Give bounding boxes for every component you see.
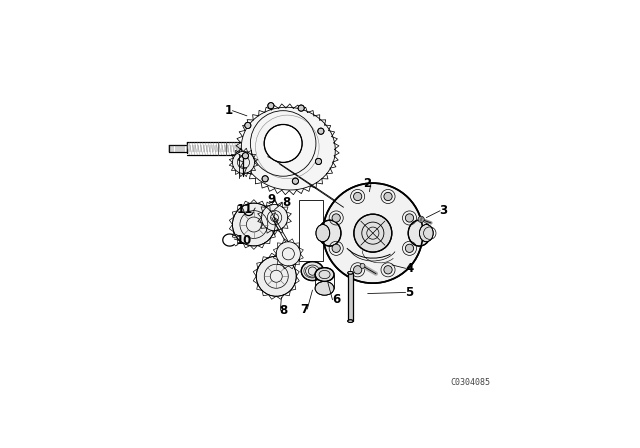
- Circle shape: [354, 214, 392, 252]
- Text: 6: 6: [332, 293, 340, 306]
- Circle shape: [353, 192, 362, 201]
- Ellipse shape: [348, 271, 353, 274]
- Ellipse shape: [419, 224, 433, 242]
- Ellipse shape: [241, 107, 335, 190]
- Circle shape: [262, 176, 268, 182]
- Ellipse shape: [408, 220, 431, 246]
- Text: 2: 2: [364, 177, 372, 190]
- Text: 11: 11: [236, 203, 253, 216]
- Text: 4: 4: [405, 262, 413, 275]
- Text: 8: 8: [282, 196, 290, 209]
- Circle shape: [243, 153, 248, 159]
- Ellipse shape: [315, 267, 334, 281]
- Circle shape: [405, 214, 413, 222]
- Circle shape: [232, 203, 275, 246]
- Circle shape: [318, 128, 324, 134]
- Circle shape: [332, 244, 340, 253]
- Bar: [348, 273, 353, 321]
- Circle shape: [256, 256, 296, 296]
- Text: 7: 7: [300, 302, 308, 315]
- Circle shape: [405, 244, 413, 253]
- Circle shape: [268, 103, 274, 109]
- Text: 10: 10: [236, 234, 252, 247]
- Text: 3: 3: [440, 204, 447, 217]
- Circle shape: [244, 122, 251, 129]
- Circle shape: [276, 242, 300, 266]
- Text: 5: 5: [405, 286, 413, 299]
- Ellipse shape: [315, 281, 334, 295]
- Circle shape: [360, 263, 365, 268]
- Text: 8: 8: [280, 304, 288, 317]
- Circle shape: [323, 183, 423, 283]
- Text: 1: 1: [225, 104, 233, 117]
- Ellipse shape: [348, 320, 353, 323]
- Text: C0304085: C0304085: [450, 378, 490, 387]
- Text: 9: 9: [268, 193, 276, 206]
- Circle shape: [316, 158, 322, 164]
- Bar: [299, 200, 323, 261]
- Circle shape: [264, 125, 302, 163]
- Circle shape: [261, 204, 287, 231]
- Circle shape: [353, 266, 362, 274]
- Circle shape: [232, 151, 255, 173]
- Circle shape: [332, 214, 340, 222]
- Circle shape: [298, 105, 304, 111]
- Circle shape: [384, 266, 392, 274]
- Circle shape: [384, 192, 392, 201]
- Circle shape: [418, 216, 424, 223]
- Circle shape: [292, 178, 298, 184]
- Ellipse shape: [301, 262, 324, 280]
- Ellipse shape: [319, 220, 341, 246]
- Ellipse shape: [316, 224, 330, 242]
